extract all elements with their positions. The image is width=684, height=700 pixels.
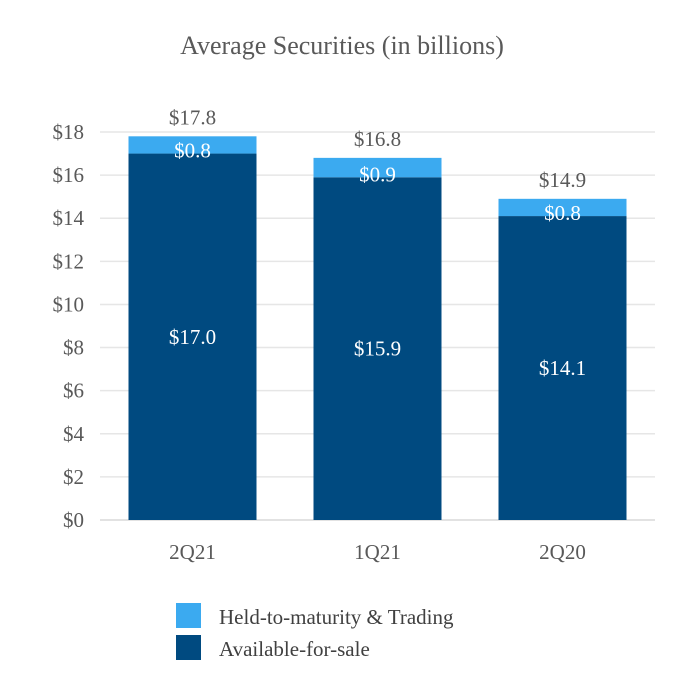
y-tick-label: $14 — [53, 206, 85, 230]
data-label-available-for-sale: $17.0 — [169, 325, 216, 349]
legend: Held-to-maturity & Trading Available-for-… — [176, 603, 454, 661]
y-tick-label: $10 — [53, 292, 85, 316]
data-label-total: $14.9 — [539, 168, 586, 192]
legend-label-held-to-maturity-trading: Held-to-maturity & Trading — [219, 605, 454, 629]
y-tick-label: $2 — [63, 465, 84, 489]
data-label-total: $17.8 — [169, 105, 216, 129]
legend-swatch-available-for-sale — [176, 635, 201, 660]
bar-available-for-sale — [498, 216, 627, 521]
bar-available-for-sale — [313, 177, 442, 520]
data-labels-layer: $17.0 $0.8 $17.8 $15.9 $0.9 $16.8 $14.1 $0.8 $14… — [169, 105, 586, 380]
data-label-held-to-maturity-trading: $0.8 — [544, 201, 581, 225]
x-tick-label: 2Q20 — [539, 540, 586, 564]
data-label-available-for-sale: $15.9 — [354, 337, 401, 361]
legend-label-available-for-sale: Available-for-sale — [219, 637, 370, 661]
bar-available-for-sale — [128, 153, 257, 521]
chart-title: Average Securities (in billions) — [180, 31, 504, 60]
y-tick-label: $6 — [63, 379, 84, 403]
x-tick-label: 2Q21 — [169, 540, 216, 564]
y-tick-label: $12 — [53, 249, 85, 273]
bars-layer — [128, 136, 627, 521]
y-tick-label: $8 — [63, 336, 84, 360]
y-tick-label: $16 — [53, 163, 85, 187]
y-tick-label: $4 — [63, 422, 85, 446]
data-label-held-to-maturity-trading: $0.9 — [359, 162, 396, 186]
bar-held-to-maturity-trading — [128, 136, 257, 154]
data-label-available-for-sale: $14.1 — [539, 356, 586, 380]
y-axis-ticks: $0 $2 $4 $6 $8 $10 $12 $14 $16 $18 — [53, 120, 85, 532]
x-tick-label: 1Q21 — [354, 540, 401, 564]
y-tick-label: $18 — [53, 120, 85, 144]
legend-swatch-held-to-maturity-trading — [176, 603, 201, 628]
y-tick-label: $0 — [63, 508, 84, 532]
bar-held-to-maturity-trading — [313, 157, 442, 178]
data-label-held-to-maturity-trading: $0.8 — [174, 139, 211, 163]
x-axis-ticks: 2Q21 1Q21 2Q20 — [169, 540, 586, 564]
data-label-total: $16.8 — [354, 127, 401, 151]
bar-held-to-maturity-trading — [498, 198, 627, 217]
